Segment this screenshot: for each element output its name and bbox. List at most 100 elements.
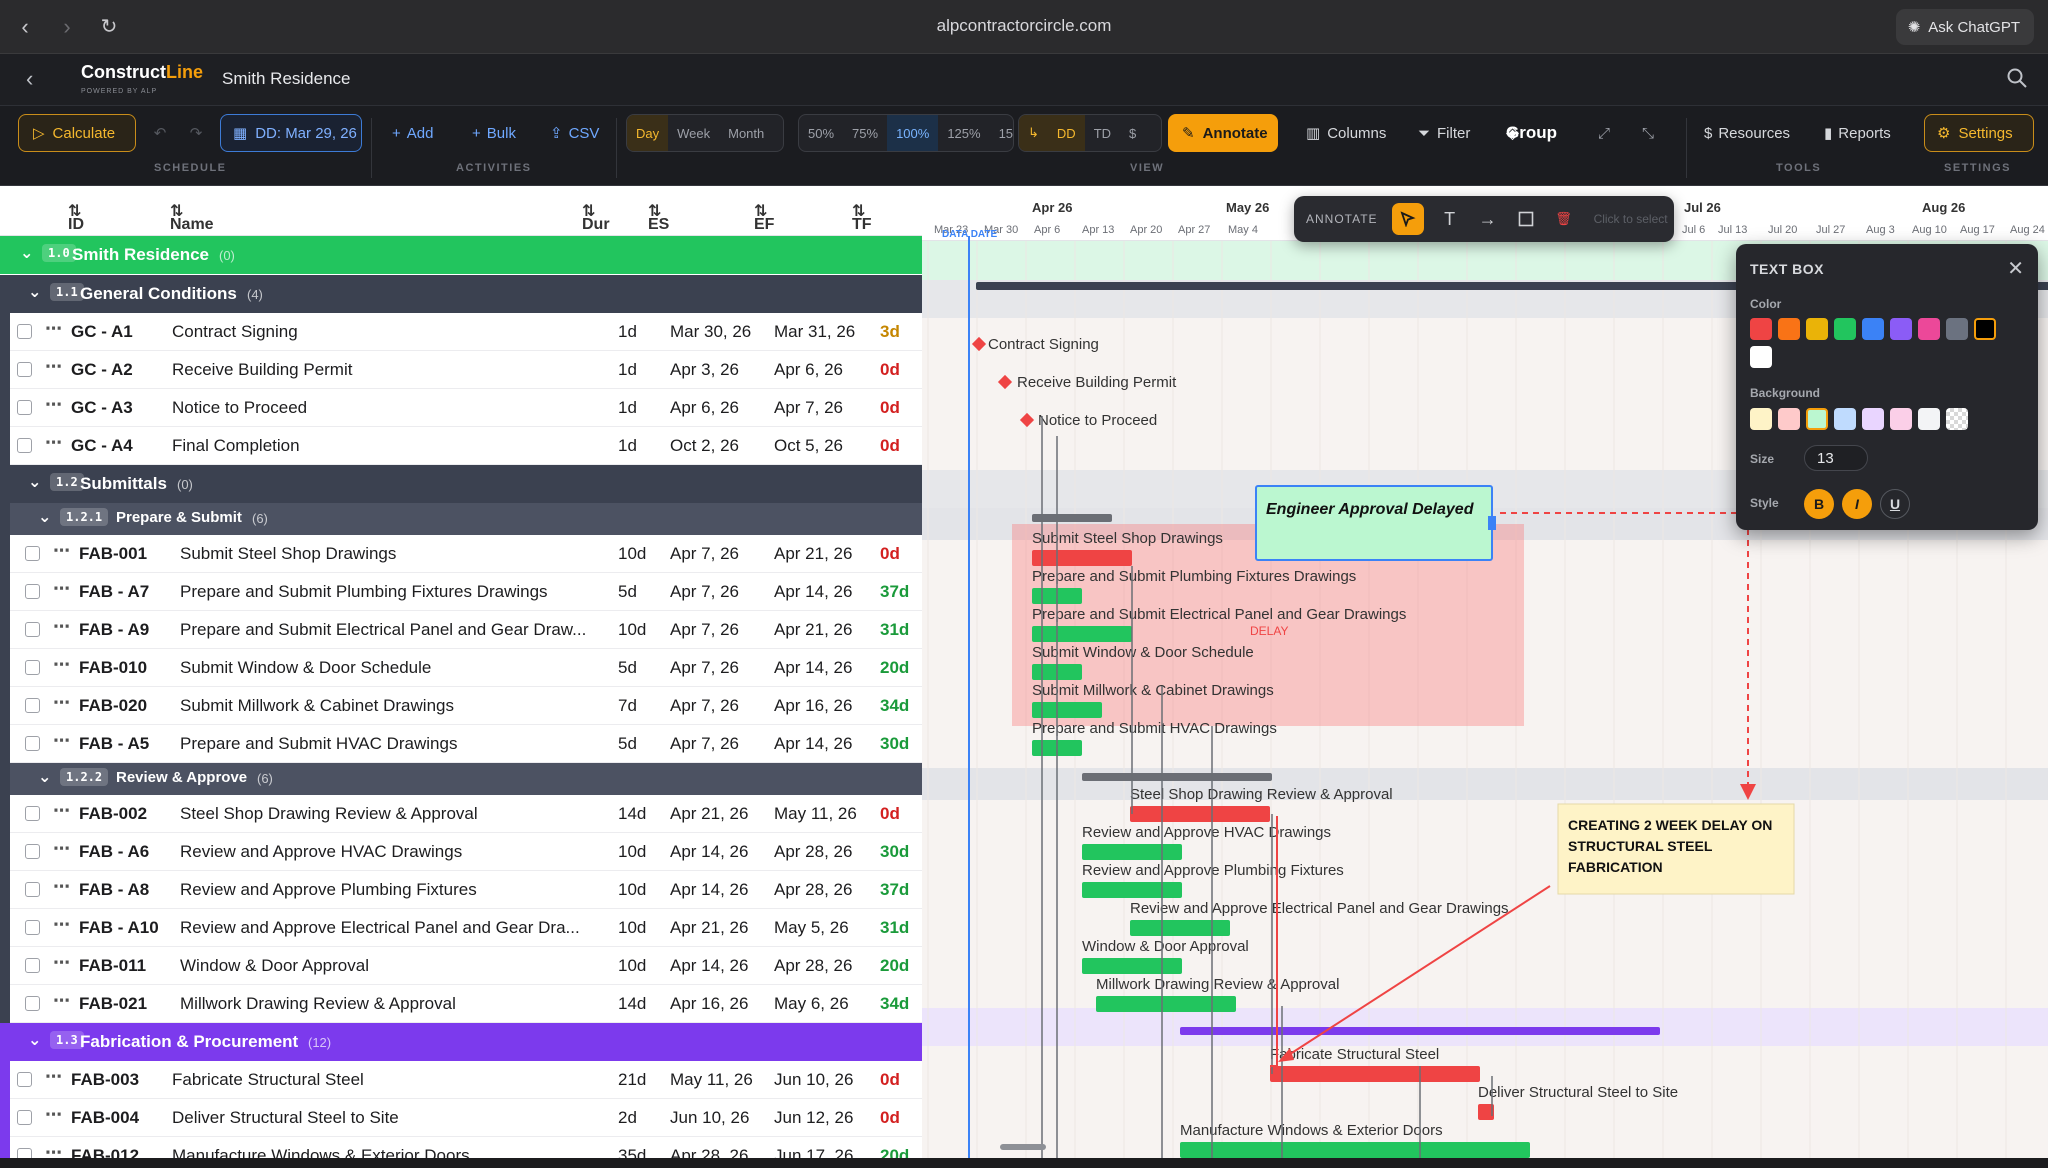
color-swatch[interactable] (1862, 318, 1884, 340)
activity-row[interactable]: ⋯ GC - A4 Final Completion 1d Oct 2, 26 … (0, 427, 922, 465)
activity-bar[interactable] (1130, 920, 1230, 936)
row-menu-icon[interactable]: ⋯ (45, 1067, 63, 1086)
background-swatch[interactable] (1806, 408, 1828, 430)
activity-bar[interactable] (1032, 626, 1132, 642)
annotation-box[interactable] (1255, 485, 1493, 561)
group-button[interactable]: ◈ Group (1506, 123, 1557, 142)
ask-chatgpt-button[interactable]: ✺ Ask ChatGPT (1895, 9, 2034, 45)
wbs-group-row[interactable]: ⌄ 1.3 Fabrication & Procurement (12) (0, 1023, 922, 1061)
col-name[interactable]: Name ⇅ (170, 203, 214, 233)
row-checkbox[interactable] (25, 546, 40, 561)
wbs-group-row[interactable]: ⌄ 1.2.2 Review & Approve (6) (0, 763, 922, 795)
activity-bar[interactable] (1270, 1066, 1480, 1082)
col-es[interactable]: ES ⇅ (648, 203, 670, 233)
wbs-group-row[interactable]: ⌄ 1.1 General Conditions (4) (0, 275, 922, 313)
activity-row[interactable]: ⋯ FAB-001 Submit Steel Shop Drawings 10d… (0, 535, 922, 573)
annotation-steel-delay[interactable]: CREATING 2 WEEK DELAY ON STRUCTURAL STEEL… (1557, 803, 1795, 895)
activity-name[interactable]: Review and Approve Plumbing Fixtures (180, 880, 477, 899)
col-dur[interactable]: Dur ⇅ (582, 203, 610, 233)
filter-button[interactable]: ⏷ Filter (1418, 124, 1471, 142)
row-checkbox[interactable] (25, 736, 40, 751)
row-menu-icon[interactable]: ⋯ (53, 839, 71, 858)
annotate-button[interactable]: ✎ Annotate (1168, 114, 1278, 152)
activity-name[interactable]: Prepare and Submit Electrical Panel and … (180, 620, 587, 639)
activity-bar[interactable] (1096, 996, 1236, 1012)
col-tf[interactable]: TF ⇅ (852, 203, 872, 233)
background-swatch[interactable] (1862, 408, 1884, 430)
activity-row[interactable]: ⋯ FAB-004 Deliver Structural Steel to Si… (0, 1099, 922, 1137)
expand-icon[interactable]: ⤢ (1598, 124, 1611, 142)
csv-import-button[interactable]: ⇪ CSV (550, 124, 600, 143)
activity-row[interactable]: ⋯ FAB-002 Steel Shop Drawing Review & Ap… (0, 795, 922, 833)
activity-name[interactable]: Steel Shop Drawing Review & Approval (180, 804, 478, 823)
activity-name[interactable]: Window & Door Approval (180, 956, 369, 975)
activity-bar[interactable] (1082, 958, 1182, 974)
row-checkbox[interactable] (17, 362, 32, 377)
resources-button[interactable]: $ Resources (1704, 124, 1791, 142)
row-checkbox[interactable] (17, 1110, 32, 1125)
row-menu-icon[interactable]: ⋯ (45, 319, 63, 338)
row-checkbox[interactable] (17, 1148, 32, 1158)
resize-handle[interactable] (1488, 516, 1496, 530)
row-menu-icon[interactable]: ⋯ (53, 693, 71, 712)
annotation-engineer-delay[interactable]: Engineer Approval Delayed (1255, 485, 1496, 561)
row-checkbox[interactable] (25, 622, 40, 637)
activity-name[interactable]: Prepare and Submit Plumbing Fixtures Dra… (180, 582, 548, 601)
horizontal-scrollbar[interactable] (1000, 1144, 1046, 1150)
activity-bar[interactable] (1082, 844, 1182, 860)
row-checkbox[interactable] (17, 1072, 32, 1087)
row-checkbox[interactable] (25, 584, 40, 599)
rectangle-tool-icon[interactable] (1514, 207, 1538, 231)
mode-dd[interactable]: DD (1047, 115, 1085, 151)
background-swatch[interactable] (1918, 408, 1940, 430)
color-swatch[interactable] (1778, 318, 1800, 340)
row-menu-icon[interactable]: ⋯ (53, 801, 71, 820)
summary-bar[interactable] (1082, 773, 1272, 781)
pointer-tool-icon[interactable] (1391, 203, 1424, 235)
row-checkbox[interactable] (25, 996, 40, 1011)
bold-toggle[interactable]: B (1804, 489, 1834, 519)
bulk-add-button[interactable]: + Bulk (472, 124, 516, 142)
search-icon[interactable] (2006, 67, 2028, 89)
activity-name[interactable]: Final Completion (172, 436, 300, 455)
arrow-tool-icon[interactable]: → (1478, 208, 1497, 229)
row-menu-icon[interactable]: ⋯ (53, 541, 71, 560)
activity-bar[interactable] (1032, 550, 1132, 566)
background-swatch[interactable] (1890, 408, 1912, 430)
redo-icon[interactable]: ↷ (189, 125, 203, 142)
row-menu-icon[interactable]: ⋯ (53, 915, 71, 934)
activity-name[interactable]: Millwork Drawing Review & Approval (180, 994, 456, 1013)
zoom-75[interactable]: 75% (852, 125, 879, 141)
row-menu-icon[interactable]: ⋯ (53, 617, 71, 636)
zoom-150[interactable]: 150 (998, 125, 1014, 141)
row-menu-icon[interactable]: ⋯ (53, 991, 71, 1010)
row-checkbox[interactable] (17, 400, 32, 415)
activity-name[interactable]: Submit Window & Door Schedule (180, 658, 432, 677)
color-swatch[interactable] (1918, 318, 1940, 340)
activity-bar[interactable] (1032, 702, 1102, 718)
activity-name[interactable]: Submit Steel Shop Drawings (180, 544, 397, 563)
activity-row[interactable]: ⋯ FAB - A7 Prepare and Submit Plumbing F… (0, 573, 922, 611)
activity-row[interactable]: ⋯ FAB - A9 Prepare and Submit Electrical… (0, 611, 922, 649)
activity-name[interactable]: Deliver Structural Steel to Site (172, 1108, 399, 1127)
background-swatch[interactable] (1834, 408, 1856, 430)
row-checkbox[interactable] (25, 920, 40, 935)
activity-name[interactable]: Notice to Proceed (172, 398, 308, 417)
settings-button[interactable]: ⚙ Settings (1924, 114, 2034, 152)
row-menu-icon[interactable]: ⋯ (53, 579, 71, 598)
zoom-50[interactable]: 50% (808, 125, 835, 141)
color-swatch[interactable] (1974, 318, 1996, 340)
row-menu-icon[interactable]: ⋯ (45, 1105, 63, 1124)
row-menu-icon[interactable]: ⋯ (53, 877, 71, 896)
col-id[interactable]: ID ⇅ (68, 203, 84, 233)
activity-name[interactable]: Contract Signing (172, 322, 298, 341)
collapse-icon[interactable]: ⤡ (1642, 124, 1655, 142)
activity-row[interactable]: ⋯ FAB - A6 Review and Approve HVAC Drawi… (0, 833, 922, 871)
row-menu-icon[interactable]: ⋯ (45, 395, 63, 414)
wbs-group-row[interactable]: ⌄ 1.0 Smith Residence (0) (0, 236, 922, 274)
row-menu-icon[interactable]: ⋯ (53, 731, 71, 750)
activity-row[interactable]: ⋯ FAB - A5 Prepare and Submit HVAC Drawi… (0, 725, 922, 763)
col-ef[interactable]: EF ⇅ (754, 203, 775, 233)
link-mode-icon[interactable]: ↳ (1019, 115, 1048, 151)
activity-row[interactable]: ⋯ FAB-021 Millwork Drawing Review & Appr… (0, 985, 922, 1023)
